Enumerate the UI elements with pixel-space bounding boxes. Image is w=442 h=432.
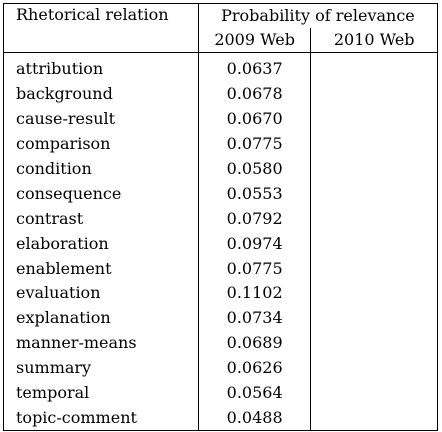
value-2009-cell: 0.0678 — [198, 81, 312, 107]
header-2010-web: 2010 Web — [310, 28, 438, 53]
table-row: comparison 0.0775 — [3, 131, 438, 157]
relation-cell: cause-result — [3, 106, 199, 132]
value-2010-cell — [310, 380, 438, 406]
value-2009-cell: 0.0974 — [198, 231, 312, 257]
relation-cell: comparison — [3, 131, 199, 157]
value-2010-cell — [310, 330, 438, 356]
value-2010-cell — [310, 81, 438, 107]
table-row: consequence 0.0553 — [3, 181, 438, 207]
relation-cell: enablement — [3, 256, 199, 282]
table-row: temporal 0.0564 — [3, 380, 438, 406]
relation-cell: contrast — [3, 206, 199, 232]
relation-cell: evaluation — [3, 281, 199, 306]
table-body: attribution 0.0637 background 0.0678 cause-r… — [3, 52, 438, 432]
header-rhetorical-relation: Rhetorical relation — [3, 3, 199, 53]
header-probability-of-relevance: Probability of relevance — [198, 3, 439, 28]
relation-cell: condition — [3, 156, 199, 182]
table-row: background 0.0678 — [3, 81, 438, 107]
relation-cell: temporal — [3, 380, 199, 406]
table-row: summary 0.0626 — [3, 355, 438, 381]
value-2010-cell — [310, 305, 438, 331]
header-2009-web: 2009 Web — [198, 28, 312, 53]
table-row: topic-comment 0.0488 — [3, 405, 438, 432]
table-row: cause-result 0.0670 — [3, 106, 438, 132]
value-2010-cell — [310, 156, 438, 182]
relation-cell: explanation — [3, 305, 199, 331]
value-2010-cell — [310, 256, 438, 282]
value-2009-cell: 0.0734 — [198, 305, 312, 331]
value-2009-cell: 0.0488 — [198, 405, 312, 432]
value-2010-cell — [310, 131, 438, 157]
value-2010-cell — [310, 281, 438, 306]
value-2010-cell — [310, 181, 438, 207]
value-2009-cell: 0.0792 — [198, 206, 312, 232]
value-2009-cell: 0.0564 — [198, 380, 312, 406]
relation-cell: attribution — [3, 52, 199, 82]
table-row: manner-means 0.0689 — [3, 330, 438, 356]
value-2009-cell: 0.0689 — [198, 330, 312, 356]
table-row: attribution 0.0637 — [3, 52, 438, 82]
relation-cell: elaboration — [3, 231, 199, 257]
value-2009-cell: 0.0553 — [198, 181, 312, 207]
value-2009-cell: 0.0580 — [198, 156, 312, 182]
value-2009-cell: 0.0626 — [198, 355, 312, 381]
relation-cell: manner-means — [3, 330, 199, 356]
value-2010-cell — [310, 405, 438, 432]
relevance-table-container: Rhetorical relation Probability of relev… — [3, 3, 439, 432]
value-2009-cell: 0.0670 — [198, 106, 312, 132]
value-2010-cell — [310, 231, 438, 257]
header-row-sub: 2009 Web 2010 Web — [4, 28, 438, 53]
relevance-table: Rhetorical relation Probability of relev… — [3, 3, 439, 432]
relation-cell: topic-comment — [3, 405, 199, 432]
value-2010-cell — [310, 206, 438, 232]
table-row: explanation 0.0734 — [3, 305, 438, 331]
relation-cell: summary — [3, 355, 199, 381]
table-row: contrast 0.0792 — [3, 206, 438, 232]
table-row: evaluation 0.1102 — [3, 281, 438, 306]
value-2009-cell: 0.1102 — [198, 281, 312, 306]
value-2009-cell: 0.0775 — [198, 256, 312, 282]
table-row: enablement 0.0775 — [3, 256, 438, 282]
relation-cell: consequence — [3, 181, 199, 207]
header-row-top: Rhetorical relation Probability of relev… — [3, 3, 439, 53]
value-2009-cell: 0.0775 — [198, 131, 312, 157]
relation-cell: background — [3, 81, 199, 107]
table-row: elaboration 0.0974 — [3, 231, 438, 257]
value-2009-cell: 0.0637 — [198, 52, 312, 82]
table-row: condition 0.0580 — [3, 156, 438, 182]
value-2010-cell — [310, 106, 438, 132]
value-2010-cell — [310, 355, 438, 381]
value-2010-cell — [310, 52, 438, 82]
